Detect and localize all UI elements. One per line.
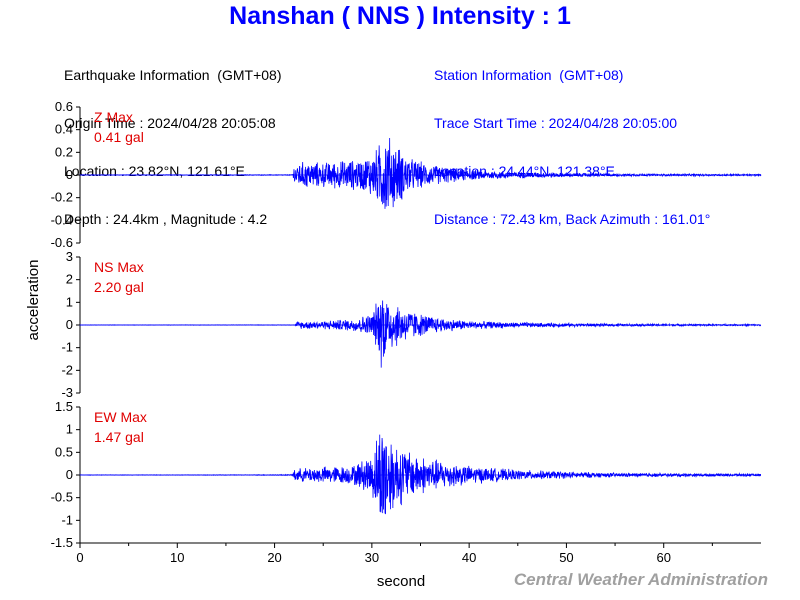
y-tick-label: 0 [66, 167, 73, 182]
depth-magnitude: Depth : 24.4km , Magnitude : 4.2 [64, 211, 268, 227]
earthquake-info-heading: Earthquake Information (GMT+08) [64, 67, 282, 83]
waveform-z [79, 137, 762, 209]
y-tick-label: 2 [66, 272, 73, 287]
earthquake-info: Earthquake Information (GMT+08) Origin T… [64, 35, 282, 243]
max-label-ew: EW Max [94, 409, 147, 425]
x-tick-label: 0 [76, 550, 83, 565]
y-tick-label: 0.4 [55, 122, 73, 137]
waveform-ew [79, 434, 762, 515]
origin-time: Origin Time : 2024/04/28 20:05:08 [64, 115, 276, 131]
y-tick-label: -0.2 [51, 190, 73, 205]
max-value-ew: 1.47 gal [94, 429, 144, 445]
x-tick-label: 50 [559, 550, 573, 565]
waveform-ns [79, 300, 762, 368]
y-tick-label: 0.2 [55, 144, 73, 159]
y-tick-label: 1 [66, 422, 73, 437]
y-tick-label: -1.5 [51, 535, 73, 550]
x-axis-label: second [377, 573, 425, 590]
y-tick-label: 0 [66, 467, 73, 482]
agency-credit: Central Weather Administration [513, 570, 768, 589]
y-tick-label: 0.6 [55, 99, 73, 114]
y-tick-label: -0.6 [51, 235, 73, 250]
x-tick-label: 10 [170, 550, 184, 565]
max-value-ns: 2.20 gal [94, 279, 144, 295]
y-tick-label: -3 [61, 385, 73, 400]
y-tick-label: -0.4 [51, 212, 73, 227]
y-tick-label: -1 [61, 512, 73, 527]
y-tick-label: -0.5 [51, 490, 73, 505]
y-tick-label: 0.5 [55, 444, 73, 459]
y-tick-label: 1 [66, 294, 73, 309]
y-tick-label: -1 [61, 340, 73, 355]
y-tick-label: 0 [66, 317, 73, 332]
chart-title: Nanshan ( NNS ) Intensity : 1 [229, 2, 571, 30]
y-tick-label: 1.5 [55, 399, 73, 414]
y-axis-label: acceleration [25, 260, 42, 341]
y-tick-label: -2 [61, 362, 73, 377]
max-label-ns: NS Max [94, 259, 144, 275]
x-tick-label: 40 [462, 550, 476, 565]
y-tick-label: 3 [66, 249, 73, 264]
x-tick-label: 30 [365, 550, 379, 565]
x-tick-label: 60 [656, 550, 670, 565]
max-value-z: 0.41 gal [94, 129, 144, 145]
x-tick-label: 20 [267, 550, 281, 565]
station-distance: Distance : 72.43 km, Back Azimuth : 161.… [434, 211, 711, 227]
max-label-z: Z Max [94, 109, 133, 125]
station-info-heading: Station Information (GMT+08) [434, 67, 624, 83]
trace-start-time: Trace Start Time : 2024/04/28 20:05:00 [434, 115, 678, 131]
